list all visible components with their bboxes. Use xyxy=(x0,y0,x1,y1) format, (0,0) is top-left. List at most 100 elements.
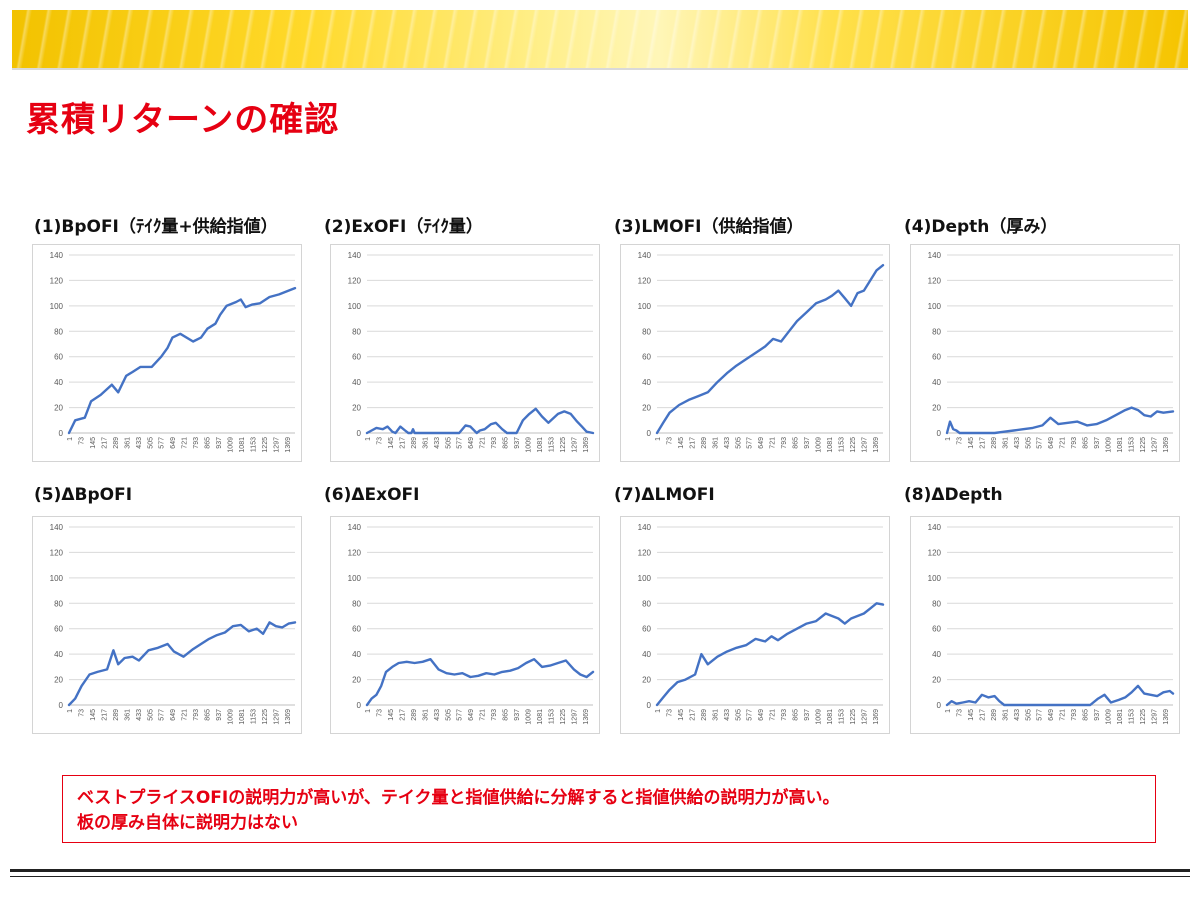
x-tick-label: 289 xyxy=(701,437,708,449)
x-tick-label: 217 xyxy=(689,709,696,721)
x-tick-label: 1 xyxy=(655,709,662,713)
x-tick-label: 1081 xyxy=(827,437,834,453)
x-tick-label: 1081 xyxy=(1117,437,1124,453)
chart-panel-4: 0 20 40 60 80 100 120 140 1 73 145 217 289 361 433 505 5… xyxy=(910,244,1180,462)
chart-panel-5: 0 20 40 60 80 100 120 140 1 73 145 217 289 361 433 505 5… xyxy=(32,516,302,734)
y-tick-label: 60 xyxy=(932,625,941,634)
x-tick-label: 649 xyxy=(758,437,765,449)
x-tick-label: 73 xyxy=(956,709,963,717)
x-tick-label: 289 xyxy=(991,437,998,449)
y-tick-label: 60 xyxy=(352,625,361,634)
chart-title-1: (1)BpOFI（ﾃｲｸ量+供給指値） xyxy=(34,217,278,237)
note-line-2: 板の厚み自体に説明力はない xyxy=(77,813,298,833)
x-tick-label: 937 xyxy=(1094,709,1101,721)
chart-title-8: (8)ΔDepth xyxy=(904,485,1003,505)
x-tick-label: 433 xyxy=(136,709,143,721)
y-tick-label: 120 xyxy=(50,276,64,285)
x-tick-label: 289 xyxy=(411,437,418,449)
x-tick-label: 721 xyxy=(770,709,777,721)
y-tick-label: 20 xyxy=(54,676,63,685)
note-line-1: ベストプライスOFIの説明力が高いが、テイク量と指値供給に分解すると指値供給の説… xyxy=(77,788,840,808)
x-tick-label: 577 xyxy=(747,709,754,721)
page-title: 累積リターンの確認 xyxy=(26,100,340,140)
y-tick-label: 140 xyxy=(638,251,652,260)
x-tick-label: 649 xyxy=(1048,437,1055,449)
x-tick-label: 289 xyxy=(113,709,120,721)
x-tick-label: 649 xyxy=(1048,709,1055,721)
x-tick-label: 1369 xyxy=(873,437,880,453)
x-tick-label: 865 xyxy=(793,437,800,449)
x-tick-label: 433 xyxy=(1014,437,1021,449)
x-tick-label: 1 xyxy=(67,437,74,441)
chart-title-7: (7)ΔLMOFI xyxy=(614,485,715,505)
x-tick-label: 217 xyxy=(689,437,696,449)
chart-6: 0 20 40 60 80 100 120 140 1 73 145 217 289 361 433 505 5… xyxy=(348,523,595,725)
x-tick-label: 433 xyxy=(434,709,441,721)
x-tick-label: 505 xyxy=(147,437,154,449)
y-tick-label: 120 xyxy=(348,276,362,285)
x-tick-label: 865 xyxy=(503,437,510,449)
x-tick-label: 721 xyxy=(1060,709,1067,721)
y-tick-label: 60 xyxy=(352,353,361,362)
x-tick-label: 1009 xyxy=(1106,709,1113,725)
x-tick-label: 721 xyxy=(182,437,189,449)
y-tick-label: 80 xyxy=(932,327,941,336)
x-tick-label: 721 xyxy=(480,709,487,721)
x-tick-label: 1 xyxy=(655,437,662,441)
x-tick-label: 73 xyxy=(376,709,383,717)
x-tick-label: 217 xyxy=(399,709,406,721)
x-tick-label: 1009 xyxy=(526,709,533,725)
x-tick-label: 1081 xyxy=(1117,709,1124,725)
x-tick-label: 1081 xyxy=(239,437,246,453)
chart-1: 0 20 40 60 80 100 120 140 1 73 145 217 289 361 433 505 5… xyxy=(50,251,297,453)
x-tick-label: 937 xyxy=(804,437,811,449)
y-tick-label: 80 xyxy=(54,327,63,336)
series-line xyxy=(655,602,885,707)
x-tick-label: 1153 xyxy=(1128,437,1135,452)
y-tick-label: 140 xyxy=(928,251,942,260)
chart-3: 0 20 40 60 80 100 120 140 1 73 145 217 289 361 433 505 5… xyxy=(638,251,885,453)
x-tick-label: 793 xyxy=(1071,437,1078,449)
x-tick-label: 145 xyxy=(968,437,975,449)
y-tick-label: 120 xyxy=(928,276,942,285)
x-tick-label: 1297 xyxy=(861,437,868,453)
x-tick-label: 145 xyxy=(968,709,975,721)
x-tick-label: 361 xyxy=(712,709,719,721)
y-tick-label: 140 xyxy=(928,523,942,532)
x-tick-label: 1153 xyxy=(250,709,257,724)
x-tick-label: 1369 xyxy=(1163,437,1170,453)
y-tick-label: 0 xyxy=(937,429,942,438)
series-line xyxy=(365,657,595,707)
x-tick-label: 217 xyxy=(979,709,986,721)
footer-rule-thin xyxy=(10,876,1190,877)
x-tick-label: 1009 xyxy=(228,709,235,725)
x-tick-label: 1369 xyxy=(285,437,292,453)
x-tick-label: 793 xyxy=(193,709,200,721)
y-tick-label: 120 xyxy=(638,548,652,557)
x-tick-label: 1081 xyxy=(537,709,544,725)
x-tick-label: 865 xyxy=(205,437,212,449)
x-tick-label: 1153 xyxy=(548,709,555,724)
x-tick-label: 289 xyxy=(113,437,120,449)
x-tick-label: 1225 xyxy=(850,709,857,725)
x-tick-label: 721 xyxy=(182,709,189,721)
x-tick-label: 73 xyxy=(376,437,383,445)
x-tick-label: 793 xyxy=(491,437,498,449)
y-tick-label: 80 xyxy=(642,327,651,336)
chart-title-5: (5)ΔBpOFI xyxy=(34,485,133,505)
y-tick-label: 120 xyxy=(638,276,652,285)
footer-rule-thick xyxy=(10,869,1190,872)
chart-panel-6: 0 20 40 60 80 100 120 140 1 73 145 217 289 361 433 505 5… xyxy=(330,516,600,734)
y-tick-label: 60 xyxy=(54,353,63,362)
x-tick-label: 1297 xyxy=(273,709,280,725)
x-tick-label: 361 xyxy=(422,709,429,721)
y-tick-label: 40 xyxy=(54,650,63,659)
x-tick-label: 865 xyxy=(793,709,800,721)
x-tick-label: 865 xyxy=(1083,709,1090,721)
y-tick-label: 40 xyxy=(932,650,941,659)
chart-4: 0 20 40 60 80 100 120 140 1 73 145 217 289 361 433 505 5… xyxy=(928,251,1175,453)
x-tick-label: 1297 xyxy=(1151,437,1158,453)
x-tick-label: 721 xyxy=(480,437,487,449)
y-tick-label: 0 xyxy=(647,701,652,710)
y-tick-label: 60 xyxy=(54,625,63,634)
